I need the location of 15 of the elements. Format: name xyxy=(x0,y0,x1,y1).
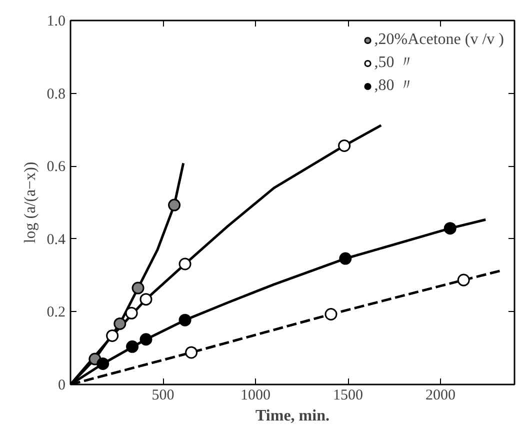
x-tick-label: 500 xyxy=(152,388,174,404)
y-axis-title: log (a/(a−x)) xyxy=(22,162,39,244)
legend-label: ,20%Acetone (v /v ) xyxy=(374,31,504,49)
y-tick-label: 0.8 xyxy=(46,86,66,102)
legend-label: ,80 〃 xyxy=(374,76,414,96)
legend-label: ,50 〃 xyxy=(374,53,414,73)
y-tick-label: 0.2 xyxy=(46,304,66,321)
x-tick-label: 1500 xyxy=(333,388,363,404)
y-tick-label: 0 xyxy=(58,378,66,394)
y-tick-label: 0.4 xyxy=(46,232,66,248)
x-axis-title: Time, min. xyxy=(256,408,330,424)
x-tick-label: 1000 xyxy=(240,388,270,404)
y-tick-label: 1.0 xyxy=(46,14,66,30)
y-tick-label: 0.6 xyxy=(46,159,66,176)
x-tick-label: 2000 xyxy=(426,388,456,404)
